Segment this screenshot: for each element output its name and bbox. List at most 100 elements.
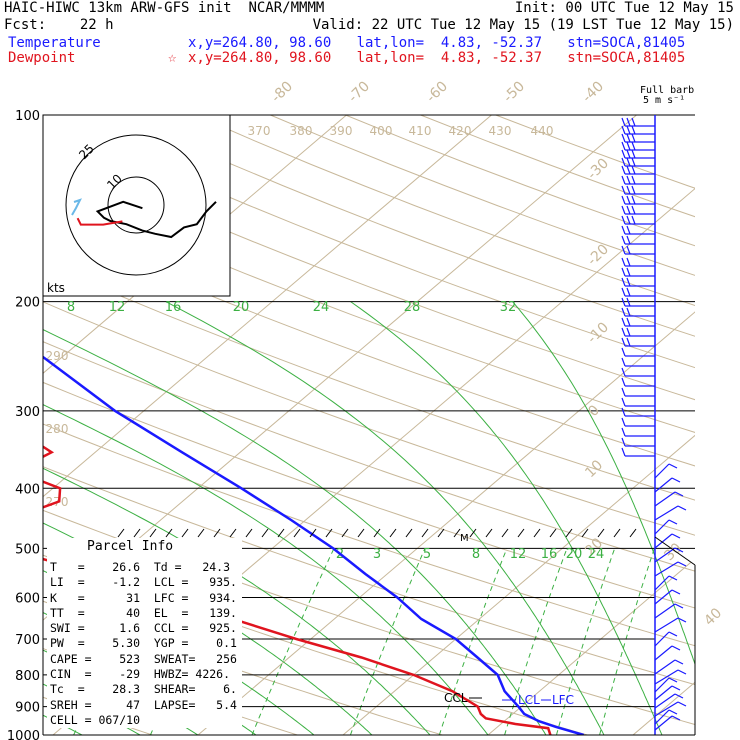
wind-barb-feather xyxy=(631,125,636,135)
wind-barb-feather xyxy=(631,185,636,195)
wind-barb-feather xyxy=(626,149,631,159)
wind-barb-feather xyxy=(621,367,626,377)
wind-barb-feather xyxy=(621,165,626,175)
isotherm-label: -80 xyxy=(268,78,296,105)
dewpoint-star-icon: ☆ xyxy=(168,50,177,66)
thetae-label: 24 xyxy=(313,300,330,315)
dry-adiabat-line xyxy=(43,115,695,735)
isotherm-label: 0 xyxy=(585,402,603,420)
hatch-mark xyxy=(453,528,461,538)
dewpoint-profile xyxy=(43,115,552,735)
wind-barb-feather xyxy=(668,519,678,525)
theta-label: 410 xyxy=(409,124,432,138)
wind-barb-feather xyxy=(626,307,631,317)
isotherm-label: -40 xyxy=(579,78,607,105)
wind-barb-feather xyxy=(621,157,626,167)
wind-barb-feather xyxy=(626,185,631,195)
wind-barb-feather xyxy=(626,327,631,337)
wind-barb-feather xyxy=(674,491,684,497)
wind-barb-feather xyxy=(626,141,631,151)
wind-barb-feather xyxy=(621,357,626,367)
dry-adiabat-line xyxy=(495,115,695,735)
wind-barb-feather xyxy=(621,437,626,447)
wind-barb-feather xyxy=(626,235,631,245)
hatch-mark xyxy=(341,528,349,538)
wind-barb-feather xyxy=(621,327,626,337)
wind-barb-staff xyxy=(654,505,679,521)
hatch-mark xyxy=(309,528,317,538)
hatch-mark xyxy=(517,528,525,538)
wind-barb-feather xyxy=(621,307,626,317)
parcel-info-row: Tc = 28.3 SHEAR= 6. xyxy=(50,682,237,697)
wind-barb-feather xyxy=(674,659,684,665)
wind-barb-staff xyxy=(654,685,673,701)
mixing-ratio-label: 12 xyxy=(510,547,527,562)
wind-barb-feather xyxy=(621,407,626,417)
pressure-label: 700 xyxy=(15,633,40,648)
wind-barb-staff xyxy=(654,693,676,709)
mixing-ratio-line xyxy=(251,548,335,735)
wind-barb-feather xyxy=(621,417,626,427)
wind-barb-feather xyxy=(631,141,636,151)
wind-barb-feather xyxy=(626,165,631,175)
theta-label: 380 xyxy=(290,124,313,138)
mixing-ratio-label: 16 xyxy=(541,547,558,562)
wind-barb-feather xyxy=(677,561,687,567)
wind-barb-feather xyxy=(668,575,678,581)
wind-barb-feather xyxy=(671,715,681,721)
wind-barb-staff xyxy=(654,669,679,685)
pressure-label: 200 xyxy=(15,296,40,311)
wind-barb-feather xyxy=(626,245,631,255)
wind-barb-feather xyxy=(621,447,626,457)
wind-barb-feather xyxy=(671,685,681,691)
hatch-mark xyxy=(437,528,445,538)
wind-barb-feather xyxy=(631,165,636,175)
parcel-info-row: T = 26.6 Td = 24.3 xyxy=(50,560,231,574)
wind-barb-feather xyxy=(621,337,626,347)
wind-barb-feather xyxy=(626,225,631,235)
melting-level-marker: M xyxy=(460,533,469,544)
isotherm-label: -60 xyxy=(423,78,451,105)
wind-barb-staff xyxy=(654,631,670,647)
wind-barb-feather xyxy=(621,185,626,195)
parcel-info-row: CIN = -29 HWBZ= 4226. xyxy=(50,667,231,682)
wind-barb-feather xyxy=(621,277,626,287)
wind-barb-staff xyxy=(654,645,673,661)
hatch-mark xyxy=(181,528,189,538)
hatch-mark xyxy=(565,528,573,538)
theta-label: 280 xyxy=(46,422,69,436)
wind-barb-feather xyxy=(631,157,636,167)
mixing-ratio-label: 3 xyxy=(373,547,381,562)
dry-adiabat-line xyxy=(43,115,695,735)
wind-barb-feather xyxy=(671,477,681,483)
wind-barb-feather xyxy=(668,677,678,683)
wind-barb-feather xyxy=(621,215,626,225)
dewpoint-legend-label: Dewpoint xyxy=(8,50,76,66)
moist-adiabat-line xyxy=(512,301,695,735)
isotherm-line xyxy=(43,115,637,735)
thetae-label: 28 xyxy=(404,300,421,315)
hatch-mark xyxy=(581,528,589,538)
isotherm-label: -50 xyxy=(500,78,528,105)
pressure-label: 600 xyxy=(15,591,40,606)
dry-adiabat-line xyxy=(43,115,695,735)
pressure-label: 400 xyxy=(15,482,40,497)
hatch-mark xyxy=(533,528,541,538)
hodograph-ring xyxy=(65,134,207,276)
parcel-info-panel: Parcel Info T = 26.6 Td = 24.3 LI = -1.2 … xyxy=(47,538,242,728)
hatch-mark xyxy=(261,528,269,538)
hatch-mark xyxy=(501,528,509,538)
temperature-legend-info: x,y=264.80, 98.60 lat,lon= 4.83, -52.37 … xyxy=(188,35,686,51)
parcel-info-row: K = 31 LFC = 934. xyxy=(50,590,237,605)
wind-barb-feather xyxy=(621,287,626,297)
wind-barb-feather xyxy=(674,693,684,699)
wind-barb-feather xyxy=(626,125,631,135)
wind-barb-feather xyxy=(631,195,636,205)
wind-barb-staff xyxy=(654,519,670,535)
wind-barb-feather xyxy=(621,267,626,277)
wind-barb-staff xyxy=(654,491,676,507)
parcel-info-row: SREH = 47 LAPSE= 5.4 xyxy=(50,697,237,712)
hodograph-low-level-trace xyxy=(76,217,123,226)
wind-barb-staff xyxy=(654,603,676,619)
parcel-info-row: TT = 40 EL = 139. xyxy=(50,605,237,620)
